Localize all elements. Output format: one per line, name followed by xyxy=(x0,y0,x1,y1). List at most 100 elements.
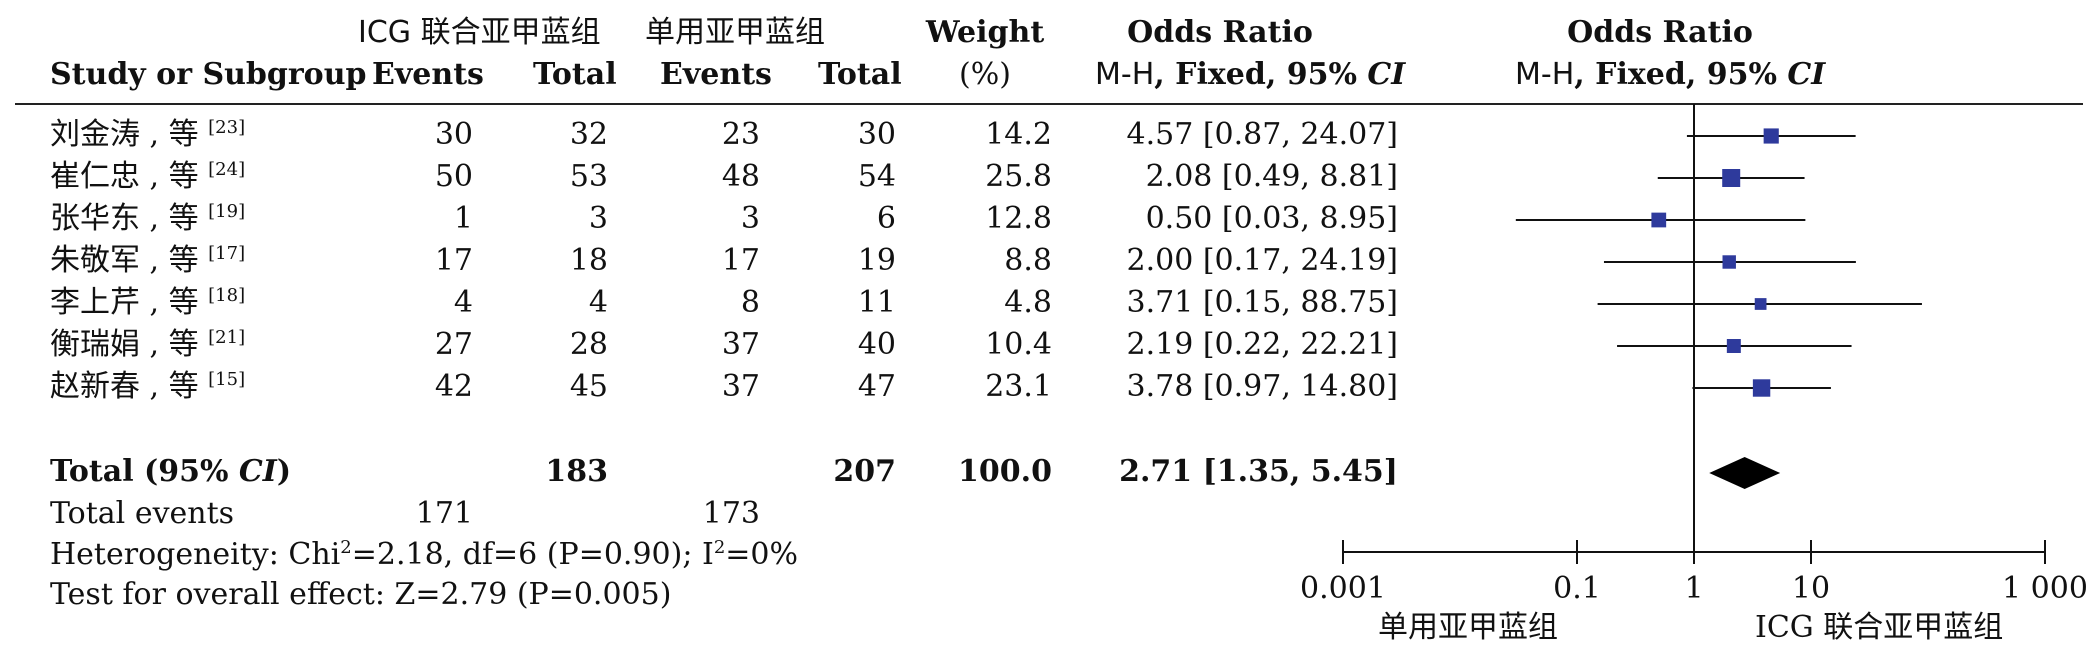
weight: 4.8 xyxy=(1004,285,1052,320)
plot-method-prefix: M-H xyxy=(1515,57,1575,92)
x-tick-label: 1 xyxy=(1684,571,1704,606)
events2-header: Events xyxy=(660,57,772,92)
total-events-e1: 171 xyxy=(415,496,473,531)
total-events-e2: 173 xyxy=(702,496,760,531)
total1: 53 xyxy=(569,159,608,194)
het-sup: 2 xyxy=(340,537,352,558)
events1: 17 xyxy=(434,243,473,278)
total-t2: 207 xyxy=(833,454,896,489)
study-label: 刘金涛 , 等 xyxy=(50,117,199,152)
events1: 50 xyxy=(434,159,473,194)
total-label-ci: CI xyxy=(238,454,277,489)
events1: 27 xyxy=(434,327,473,362)
or-header: Odds Ratio xyxy=(1127,15,1313,50)
or-ci: 3.78 [0.97, 14.80] xyxy=(1126,369,1399,404)
plot-method: M-H, Fixed, 95% CI xyxy=(1515,60,1825,90)
point-marker xyxy=(1763,128,1779,144)
study-ref: [23] xyxy=(208,117,246,138)
total1: 45 xyxy=(569,369,608,404)
total-events-label: Total events xyxy=(50,496,235,531)
point-marker xyxy=(1752,379,1771,397)
study-label: 衡瑞娟 , 等 xyxy=(50,327,199,362)
total2: 11 xyxy=(857,285,896,320)
study-name: 赵新春 , 等 [15] xyxy=(50,369,370,404)
or-method-text: , Fixed, 95% xyxy=(1154,57,1368,92)
events1: 42 xyxy=(434,369,473,404)
or-ci: CI xyxy=(1367,57,1406,92)
weight: 8.8 xyxy=(1004,243,1052,278)
overall-effect: Test for overall effect: Z=2.79 (P=0.005… xyxy=(50,577,672,612)
study-name: 衡瑞娟 , 等 [21] xyxy=(50,327,370,362)
total-or: 2.71 [1.35, 5.45] xyxy=(1119,454,1398,489)
header-rule xyxy=(15,103,2083,105)
study-ref: [21] xyxy=(208,327,246,348)
events1-header: Events xyxy=(372,57,484,92)
study-name: 朱敬军 , 等 [17] xyxy=(50,243,370,278)
point-marker xyxy=(1754,298,1767,310)
x-tick-label: 10 xyxy=(1791,571,1831,606)
total2-header: Total xyxy=(818,57,902,92)
plot-header: Odds Ratio xyxy=(1567,15,1753,50)
or-ci: 0.50 [0.03, 8.95] xyxy=(1145,201,1398,236)
study-ref: [18] xyxy=(208,285,246,306)
or-method: M-H, Fixed, 95% CI xyxy=(1095,60,1405,90)
study-header: Study or Subgroup xyxy=(50,57,367,92)
het-suffix: =0% xyxy=(725,537,799,572)
study-ref: [24] xyxy=(208,159,246,180)
x-tick-label: 0.001 xyxy=(1300,571,1386,606)
events2: 23 xyxy=(721,117,760,152)
point-marker xyxy=(1722,169,1741,187)
total2: 54 xyxy=(857,159,896,194)
or-ci: 4.57 [0.87, 24.07] xyxy=(1126,117,1399,152)
total2: 19 xyxy=(857,243,896,278)
point-marker xyxy=(1722,255,1736,269)
study-label: 赵新春 , 等 xyxy=(50,369,199,404)
total1-header: Total xyxy=(533,57,617,92)
total2: 40 xyxy=(857,327,896,362)
het-mid: =2.18, df=6 (P=0.90); I xyxy=(351,537,714,572)
point-marker xyxy=(1651,212,1667,228)
total1: 32 xyxy=(569,117,608,152)
xlabel-left: 单用亚甲蓝组 xyxy=(1378,610,1558,645)
total-weight: 100.0 xyxy=(958,454,1052,489)
total2: 47 xyxy=(857,369,896,404)
total1: 18 xyxy=(569,243,608,278)
study-ref: [19] xyxy=(208,201,246,222)
weight: 23.1 xyxy=(985,369,1052,404)
or-method-prefix: M-H xyxy=(1095,57,1155,92)
events2: 48 xyxy=(721,159,760,194)
study-label: 张华东 , 等 xyxy=(50,201,199,236)
total1: 3 xyxy=(588,201,608,236)
study-label: 朱敬军 , 等 xyxy=(50,243,199,278)
total2: 30 xyxy=(857,117,896,152)
events2: 37 xyxy=(721,327,760,362)
xlabel-right: ICG 联合亚甲蓝组 xyxy=(1755,610,2004,645)
point-marker xyxy=(1726,339,1741,353)
x-tick-label: 0.1 xyxy=(1553,571,1601,606)
het-prefix: Heterogeneity: Chi xyxy=(50,537,341,572)
study-ref: [17] xyxy=(208,243,246,264)
study-label: 崔仁忠 , 等 xyxy=(50,159,199,194)
events1: 4 xyxy=(453,285,473,320)
events2: 17 xyxy=(721,243,760,278)
total2: 6 xyxy=(876,201,896,236)
or-ci: 2.08 [0.49, 8.81] xyxy=(1145,159,1398,194)
total1: 28 xyxy=(569,327,608,362)
heterogeneity: Heterogeneity: Chi2=2.18, df=6 (P=0.90);… xyxy=(50,537,799,572)
study-label: 李上芹 , 等 xyxy=(50,285,199,320)
study-name: 张华东 , 等 [19] xyxy=(50,201,370,236)
total-label-b: ) xyxy=(276,454,292,489)
weight: 10.4 xyxy=(985,327,1052,362)
pooled-diamond xyxy=(1709,457,1781,489)
total1: 4 xyxy=(588,285,608,320)
study-name: 李上芹 , 等 [18] xyxy=(50,285,370,320)
or-ci: 2.00 [0.17, 24.19] xyxy=(1126,243,1399,278)
study-name: 刘金涛 , 等 [23] xyxy=(50,117,370,152)
group1-header: ICG 联合亚甲蓝组 xyxy=(358,15,601,50)
het-sup2: 2 xyxy=(713,537,726,558)
x-tick-label: 1 000 xyxy=(2002,571,2088,606)
group2-header: 单用亚甲蓝组 xyxy=(645,15,825,50)
weight-unit: (%) xyxy=(959,57,1011,92)
or-ci: 2.19 [0.22, 22.21] xyxy=(1126,327,1399,362)
weight: 14.2 xyxy=(985,117,1052,152)
